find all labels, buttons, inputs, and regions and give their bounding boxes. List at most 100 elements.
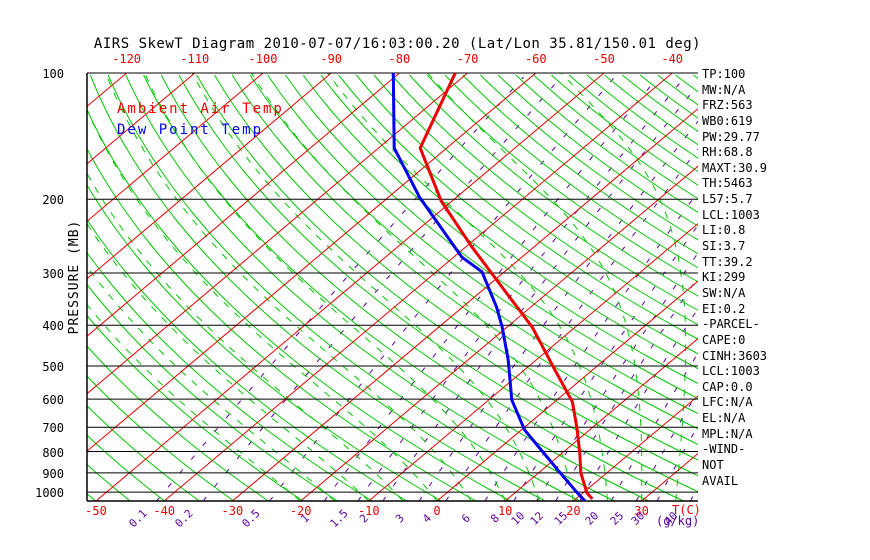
dry-adiabat-line [551, 74, 698, 186]
dry-adiabat-line [87, 108, 511, 501]
dry-adiabat-line [89, 74, 546, 501]
sounding-stats-panel: TP:100 MW:N/A FRZ:563 WB0:619 PW:29.77 RH:68.… [702, 67, 868, 489]
moist-adiabat-line [87, 303, 301, 501]
bottom-temp-tick: 0 [433, 504, 441, 518]
top-temp-tick: -70 [456, 52, 479, 66]
mixing-ratio-line [484, 191, 698, 501]
pressure-tick: 600 [42, 393, 64, 408]
bottom-temp-tick: -10 [357, 504, 380, 518]
pressure-tick: 200 [42, 193, 64, 208]
isotherm-line [87, 73, 537, 452]
isotherm-line [436, 280, 698, 501]
stat-line: TH:5463 [702, 176, 753, 191]
stat-line: MPL:N/A [702, 426, 753, 441]
stat-line: SW:N/A [702, 285, 746, 300]
stat-line: LCL:1003 [702, 364, 760, 379]
stat-line: -WIND- [702, 442, 746, 457]
stat-line: TP:100 [702, 67, 746, 81]
stat-line: PW:29.77 [702, 129, 760, 144]
page-title: AIRS SkewT Diagram 2010-07-07/16:03:00.2… [93, 36, 702, 52]
dry-adiabat-line [87, 434, 166, 501]
top-temp-tick: -50 [593, 52, 615, 66]
moist-adiabat-line [105, 73, 472, 501]
bottom-temp-tick: -30 [221, 504, 244, 518]
moist-adiabat-line [560, 73, 687, 501]
dry-adiabat-line [426, 74, 698, 283]
bottom-temp-tick: 20 [566, 504, 581, 518]
dry-adiabat-line [409, 74, 698, 297]
temperature-axis-unit: T(C) [672, 503, 701, 517]
ambient-air-temp-curve [418, 73, 594, 500]
stat-line: -PARCEL- [702, 317, 760, 332]
dew-point-temp-curve [391, 73, 587, 501]
dry-adiabat-line [87, 147, 477, 501]
dry-adiabat-line [178, 74, 698, 493]
moist-adiabat-line [87, 265, 336, 501]
stat-line: LI:0.8 [702, 223, 746, 238]
dry-adiabat-line [87, 463, 131, 501]
bottom-temp-tick: -50 [85, 504, 107, 518]
isotherm-line [573, 395, 698, 501]
top-temp-tick: -100 [248, 52, 278, 66]
dry-adiabat-line [249, 74, 698, 430]
legend-dew-point-temp: Dew Point Temp [117, 122, 264, 138]
pressure-tick: 900 [42, 466, 64, 481]
dry-adiabat-line [231, 74, 698, 445]
dry-adiabat-line [338, 74, 698, 355]
moist-adiabat-line [327, 73, 608, 501]
mixing-ratio-line [202, 76, 562, 501]
dry-adiabat-line [444, 74, 698, 269]
top-temp-tick: -80 [388, 52, 411, 66]
top-temp-tick: -90 [320, 52, 343, 66]
mixing-ratio-unit: (g/kg) [656, 514, 700, 528]
isotherm-line [87, 73, 127, 108]
moist-adiabat-line [427, 73, 643, 501]
stat-line: CAPE:0 [702, 332, 746, 347]
dry-adiabat-line [373, 74, 698, 326]
stat-line: CINH:3603 [702, 348, 768, 363]
mixing-ratio-line [156, 76, 524, 501]
legend-ambient-air-temp: Ambient Air Temp [117, 101, 284, 117]
dry-adiabat-line [87, 184, 442, 501]
top-temp-tick: -110 [180, 52, 210, 66]
pressure-axis-label: PRESSURE (MB) [67, 219, 82, 335]
top-temp-tick: -40 [661, 52, 684, 66]
isotherm-line [300, 165, 698, 501]
stat-line: EI:0.2 [702, 301, 746, 316]
dry-adiabat-line [214, 74, 698, 461]
stat-line: L57:5.7 [702, 192, 753, 207]
dry-adiabat-line [302, 74, 698, 385]
dry-adiabat-line [497, 74, 698, 227]
dry-adiabat-line [284, 74, 698, 400]
pressure-tick: 500 [42, 359, 64, 374]
dry-adiabat-line [87, 314, 304, 501]
dry-adiabat-line [533, 74, 698, 200]
bottom-temp-tick: -20 [289, 504, 312, 518]
isotherm-line [232, 108, 698, 501]
bottom-temp-tick: 30 [634, 504, 649, 518]
dry-adiabat-line [586, 74, 698, 159]
mixing-ratio-line [513, 224, 698, 501]
pressure-tick: 300 [42, 266, 64, 281]
dry-adiabat-line [87, 283, 338, 501]
dry-adiabat-line [480, 74, 698, 241]
isotherm-line [87, 73, 196, 165]
stat-line: RH:68.8 [702, 145, 753, 160]
stat-line: WB0:619 [702, 113, 753, 128]
stat-line: KI:299 [702, 270, 746, 285]
isotherm-line [87, 73, 264, 222]
isotherm-line [87, 73, 400, 337]
isotherm-line [95, 73, 605, 501]
stat-line: AVAIL [702, 473, 739, 488]
mixing-ratio-line [382, 84, 698, 501]
dry-adiabat-line [462, 74, 698, 255]
top-temp-tick: -60 [524, 52, 547, 66]
pressure-tick: 800 [42, 445, 64, 460]
mixing-ratio-line [269, 76, 615, 501]
dry-adiabat-line [87, 345, 269, 501]
isotherm-line [504, 337, 698, 501]
stat-line: SI:3.7 [702, 239, 746, 254]
stat-line: FRZ:563 [702, 98, 753, 113]
moist-adiabat-line [191, 73, 540, 501]
dry-adiabat-line [87, 218, 408, 501]
